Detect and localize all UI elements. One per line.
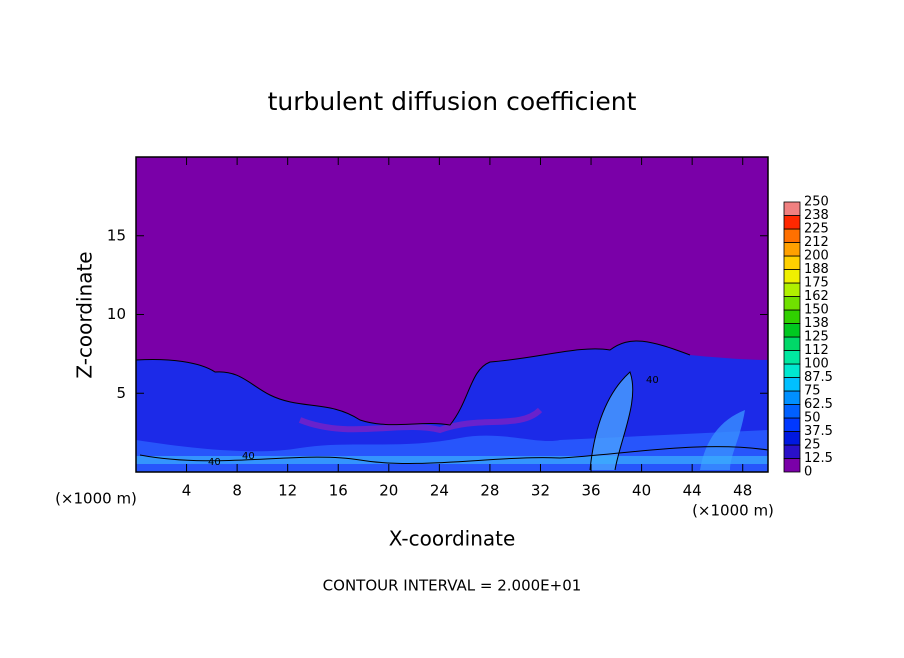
colorbar-bin <box>783 215 801 230</box>
colorbar-label: 125 <box>804 330 829 345</box>
colorbar-label: 225 <box>804 222 829 237</box>
colorbar-label: 188 <box>804 262 829 277</box>
x-tick-label: 36 <box>581 482 600 500</box>
colorbar-label: 12.5 <box>804 451 833 466</box>
colorbar-bin <box>783 350 801 365</box>
colorbar-label: 62.5 <box>804 397 833 412</box>
x-tick-label: 32 <box>531 482 550 500</box>
colorbar-label: 175 <box>804 276 829 291</box>
y-tick-label: 10 <box>107 305 126 323</box>
colorbar-bin <box>783 309 801 324</box>
contour-field <box>135 157 769 472</box>
colorbar-label: 200 <box>804 249 829 264</box>
colorbar-bin <box>783 390 801 405</box>
x-tick-label: 8 <box>232 482 242 500</box>
x-unit-label: (×1000 m) <box>692 502 774 520</box>
x-tick-label: 48 <box>733 482 752 500</box>
colorbar-bin <box>783 323 801 338</box>
colorbar-bin <box>783 377 801 392</box>
x-tick-label: 28 <box>480 482 499 500</box>
colorbar-label: 162 <box>804 289 829 304</box>
footnote: CONTOUR INTERVAL = 2.000E+01 <box>323 577 582 595</box>
colorbar-bin <box>783 228 801 243</box>
colorbar-bin <box>783 444 801 459</box>
contour-label: 40 <box>208 457 221 468</box>
contour-label: 40 <box>242 451 255 462</box>
colorbar-bin <box>783 404 801 419</box>
colorbar-bin <box>783 431 801 446</box>
y-tick-label: 5 <box>116 384 126 402</box>
y-tick-label: 15 <box>107 226 126 244</box>
colorbar-bin <box>783 282 801 297</box>
x-tick-label: 12 <box>278 482 297 500</box>
contour-label: 40 <box>646 375 659 386</box>
x-tick-label: 20 <box>379 482 398 500</box>
colorbar-label: 75 <box>804 384 821 399</box>
x-axis-label: X-coordinate <box>389 527 516 551</box>
colorbar-label: 250 <box>804 195 829 210</box>
colorbar-label: 112 <box>804 343 829 358</box>
x-tick-label: 44 <box>683 482 702 500</box>
x-unit-label: (×1000 m) <box>55 490 137 508</box>
colorbar-bin <box>783 201 801 216</box>
colorbar-label: 100 <box>804 357 829 372</box>
chart-title: turbulent diffusion coefficient <box>268 87 637 116</box>
y-axis-label: Z-coordinate <box>73 251 97 378</box>
colorbar-label: 50 <box>804 411 821 426</box>
colorbar-bin <box>783 296 801 311</box>
colorbar-label: 238 <box>804 208 829 223</box>
colorbar-label: 0 <box>804 465 812 480</box>
colorbar-bin <box>783 363 801 378</box>
colorbar-label: 87.5 <box>804 370 833 385</box>
colorbar-label: 138 <box>804 316 829 331</box>
colorbar-bin <box>783 255 801 270</box>
x-tick-label: 16 <box>329 482 348 500</box>
colorbar-label: 150 <box>804 303 829 318</box>
colorbar-label: 25 <box>804 438 821 453</box>
x-tick-label: 24 <box>430 482 449 500</box>
x-tick-label: 4 <box>182 482 192 500</box>
colorbar-bin <box>783 242 801 257</box>
colorbar-bin <box>783 336 801 351</box>
colorbar-bin <box>783 417 801 432</box>
colorbar-bin <box>783 269 801 284</box>
colorbar-bin <box>783 458 801 473</box>
colorbar-label: 212 <box>804 235 829 250</box>
colorbar-label: 37.5 <box>804 424 833 439</box>
x-tick-label: 40 <box>632 482 651 500</box>
